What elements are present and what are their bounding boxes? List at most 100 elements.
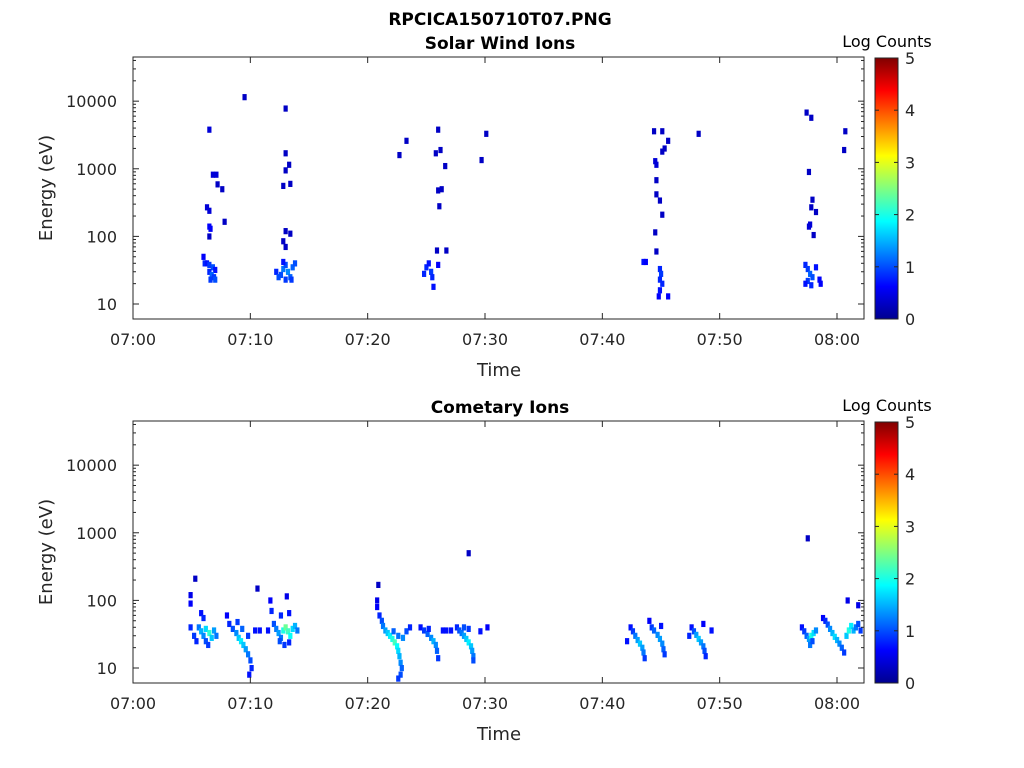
heatmap-cell <box>630 628 636 635</box>
heatmap-cell <box>274 268 279 275</box>
heatmap-cell <box>209 634 214 641</box>
x-tick-label: 07:50 <box>697 694 743 713</box>
heatmap-cell <box>285 628 291 635</box>
heatmap-cell <box>466 639 471 646</box>
heatmap-cell <box>703 653 708 660</box>
heatmap-cell <box>461 632 467 639</box>
heatmap-cell <box>851 627 856 634</box>
heatmap-cell <box>287 610 292 617</box>
heatmap-cell <box>271 620 277 628</box>
heatmap-cell <box>448 627 454 634</box>
heatmap-cell <box>196 624 201 631</box>
heatmap-cell <box>207 126 212 133</box>
panel-solar-wind: Solar Wind Ions 07:00 07:10 07:20 07:30 07:4… <box>36 32 932 381</box>
heatmap-cell <box>220 186 225 193</box>
heatmap-cell <box>853 624 858 631</box>
heatmap-cell <box>654 191 659 198</box>
heatmap-cell <box>471 657 476 664</box>
heatmap-cell <box>811 231 816 239</box>
heatmap-cell <box>647 617 652 624</box>
heatmap-cell <box>265 627 271 634</box>
heatmap-cell <box>287 161 292 168</box>
heatmap-cell <box>425 630 430 638</box>
heatmap-cell <box>809 204 814 211</box>
heatmap-cell <box>376 581 381 589</box>
heatmap-cell <box>635 636 640 644</box>
heatmap-cell <box>203 625 208 633</box>
heatmap-cell <box>281 258 286 266</box>
heatmap-cell <box>457 627 462 634</box>
heatmap-cell <box>810 638 815 645</box>
heatmap-cell <box>396 632 401 639</box>
heatmap-cell <box>654 177 659 184</box>
heatmap-cell <box>653 158 658 165</box>
heatmap-cell <box>433 150 438 157</box>
heatmap-cell <box>380 622 386 630</box>
heatmap-cell <box>478 628 483 635</box>
x-tick-label: 07:10 <box>227 330 273 349</box>
heatmap-cell <box>660 128 665 135</box>
heatmap-cell <box>277 638 282 645</box>
heatmap-cell <box>694 631 699 638</box>
heatmap-cell <box>285 268 291 275</box>
heatmap-cell <box>238 638 244 645</box>
heatmap-cell <box>383 627 388 634</box>
x-tick-label: 08:00 <box>814 330 860 349</box>
heatmap-cell <box>804 109 809 116</box>
heatmap-cell <box>471 653 476 660</box>
heatmap-cell <box>424 264 429 271</box>
heatmap-cell <box>278 634 284 641</box>
heatmap-cell <box>242 94 247 101</box>
heatmap-cell <box>206 641 211 649</box>
heatmap-cell <box>207 207 212 214</box>
heatmap-cell <box>214 171 219 178</box>
figure-title: RPCICA150710T07.PNG <box>388 10 611 30</box>
heatmap-cell <box>236 634 241 641</box>
heatmap-cell <box>188 592 193 599</box>
colorbar-tick-label: 0 <box>905 310 915 329</box>
heatmap-cell <box>666 137 671 144</box>
heatmap-cell <box>846 627 851 634</box>
heatmap-cell <box>479 156 484 164</box>
heatmap-cell <box>214 632 219 639</box>
heatmap-cell <box>385 629 390 637</box>
heatmap-cell <box>421 627 427 634</box>
heatmap-cell <box>215 181 220 188</box>
heatmap-cell <box>204 204 210 211</box>
heatmap-cell <box>830 629 835 637</box>
heatmap-cell <box>203 638 208 645</box>
heatmap-cell <box>404 628 409 635</box>
heatmap-cell <box>188 624 193 631</box>
heatmap-cell <box>377 612 382 619</box>
heatmap-cell <box>856 602 861 609</box>
heatmap-cell <box>269 607 274 615</box>
colorbar-label: Log Counts <box>842 396 932 415</box>
heatmap-cell <box>799 624 805 631</box>
heatmap-cell <box>843 128 848 135</box>
heatmap-cell <box>825 621 830 628</box>
heatmap-cell <box>484 130 489 137</box>
heatmap-cell <box>392 639 397 646</box>
heatmap-cell <box>808 270 813 277</box>
heatmap-cell <box>437 203 442 210</box>
heatmap-cell <box>806 635 812 643</box>
y-tick-label: 100 <box>86 591 117 610</box>
x-tick-label: 07:40 <box>579 330 625 349</box>
heatmap-cell <box>241 641 246 649</box>
heatmap-cell <box>208 276 213 283</box>
heatmap-cell <box>396 647 401 654</box>
heatmap-cell <box>248 657 253 664</box>
heatmap-cell <box>653 229 658 236</box>
heatmap-cell <box>810 274 815 281</box>
heatmap-cell <box>429 268 434 275</box>
y-axis-label: Energy (eV) <box>36 499 57 605</box>
heatmap-cell <box>443 162 448 170</box>
x-tick-label: 07:30 <box>462 694 508 713</box>
heatmap-cell <box>397 653 402 660</box>
heatmap-cell <box>813 208 819 216</box>
heatmap-cell <box>210 264 215 271</box>
colorbar-tick-label: 0 <box>905 674 915 693</box>
heatmap-cell <box>702 647 707 654</box>
heatmap-cell <box>276 274 281 281</box>
heatmap-cell <box>649 624 654 631</box>
